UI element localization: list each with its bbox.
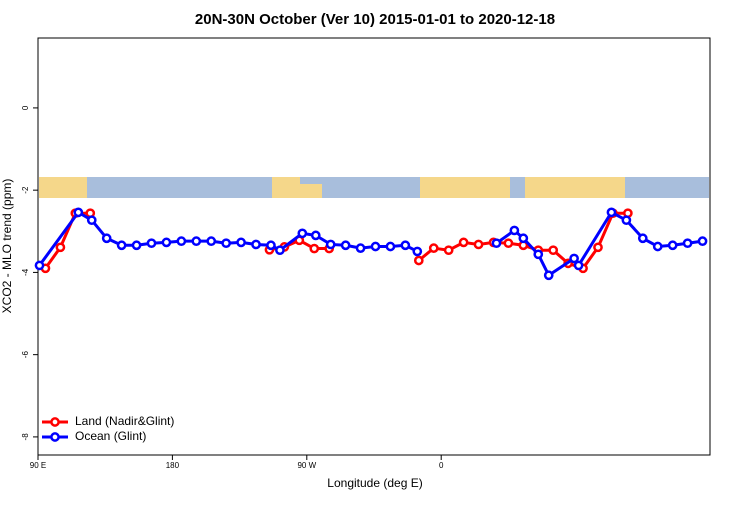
point	[221, 238, 232, 249]
point	[412, 246, 423, 257]
point	[428, 243, 439, 253]
point	[34, 260, 45, 271]
point	[458, 237, 469, 248]
point	[131, 240, 142, 251]
point	[443, 245, 454, 256]
y-tick-label: 0	[21, 105, 30, 110]
point	[543, 270, 554, 281]
point	[697, 236, 708, 247]
map-strip	[39, 177, 709, 198]
x-tick-label: 90 E	[30, 461, 46, 470]
point	[606, 207, 617, 218]
point	[473, 239, 484, 250]
point	[55, 242, 66, 253]
point	[569, 253, 579, 264]
point	[533, 249, 544, 260]
point	[370, 241, 381, 252]
point	[637, 233, 648, 244]
x-tick-label: 90 W	[297, 461, 316, 470]
y-tick-label: -8	[21, 433, 30, 441]
point	[86, 215, 97, 226]
point	[251, 239, 261, 250]
point	[400, 240, 411, 251]
point	[146, 238, 157, 249]
x-axis-label: Longitude (deg E)	[327, 476, 422, 490]
point	[161, 237, 172, 248]
point	[116, 240, 127, 251]
point	[176, 236, 187, 247]
point	[236, 237, 246, 248]
point	[355, 243, 366, 253]
point	[101, 233, 112, 244]
point	[509, 225, 520, 236]
point	[385, 241, 396, 252]
point	[682, 238, 693, 249]
point	[275, 245, 285, 256]
chart-title: 20N-30N October (Ver 10) 2015-01-01 to 2…	[195, 11, 555, 28]
point	[573, 260, 584, 271]
point	[503, 238, 514, 249]
legend-marker	[50, 417, 60, 427]
y-tick-label: -6	[21, 351, 30, 359]
point	[309, 243, 320, 254]
y-axis-label: XCO2 - MLO trend (ppm)	[0, 179, 14, 314]
point	[413, 255, 424, 266]
legend-label: Ocean (Glint)	[75, 429, 146, 443]
point	[266, 240, 276, 251]
point	[73, 207, 84, 218]
point	[340, 240, 351, 251]
y-tick-label: -4	[21, 268, 30, 276]
point	[325, 239, 336, 250]
y-tick-label: -2	[21, 186, 30, 194]
point	[206, 236, 217, 247]
point	[297, 228, 308, 239]
point	[621, 215, 632, 226]
point	[593, 242, 603, 253]
point	[667, 240, 678, 251]
plot-frame	[37, 37, 711, 456]
point	[491, 238, 502, 249]
point	[518, 233, 529, 244]
point	[652, 241, 663, 252]
point	[191, 236, 202, 247]
legend-label: Land (Nadir&Glint)	[75, 414, 174, 428]
x-tick-label: 0	[439, 461, 444, 470]
point	[310, 230, 321, 241]
point	[548, 245, 559, 256]
x-tick-label: 180	[166, 461, 180, 470]
legend-marker	[50, 432, 60, 442]
